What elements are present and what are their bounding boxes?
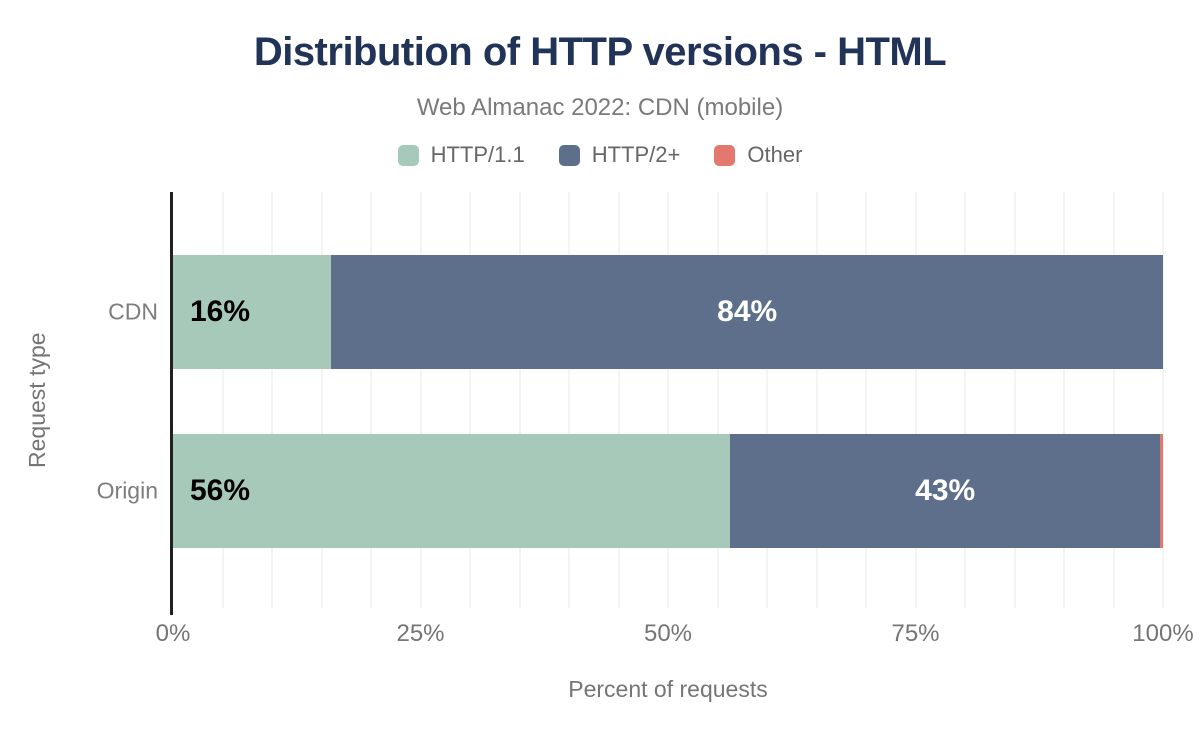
gridline-100 xyxy=(1162,192,1164,608)
gridline-55 xyxy=(716,192,719,608)
x-axis-zero-tick xyxy=(170,608,173,615)
bar-row-origin: Origin 56% 43% xyxy=(97,434,1163,548)
legend-swatch-http-2 xyxy=(558,144,580,166)
gridline-90 xyxy=(1063,192,1065,608)
chart-subtitle: Web Almanac 2022: CDN (mobile) xyxy=(416,94,784,121)
bar-segment-other-origin xyxy=(1160,434,1163,548)
gridline-65 xyxy=(815,192,818,608)
plot-area: CDN 16% 84% Origin 56% 43% 0% 25% 50% 75% 100% xyxy=(97,192,1194,647)
bar-row-cdn: CDN 16% 84% xyxy=(108,255,1163,369)
gridline-75 xyxy=(914,192,917,608)
gridline-60 xyxy=(766,192,768,608)
gridline-20 xyxy=(370,192,372,608)
y-axis-title: Request type xyxy=(24,332,50,468)
x-tick-label-50: 50% xyxy=(643,620,693,647)
bar-value-label-http-1-1-origin: 56% xyxy=(190,474,251,507)
gridline-35 xyxy=(518,192,521,608)
bar-segment-http-1-1-cdn: 16% xyxy=(173,255,332,369)
gridline-15 xyxy=(320,192,323,608)
y-axis-line xyxy=(170,192,173,608)
x-axis-title: Percent of requests xyxy=(568,676,768,702)
gridline-10 xyxy=(271,192,273,608)
x-tick-label-25: 25% xyxy=(396,620,445,647)
legend-item-http-2: HTTP/2+ xyxy=(558,142,681,168)
legend-swatch-http-1-1 xyxy=(397,144,419,166)
legend-item-http-1-1: HTTP/1.1 xyxy=(397,142,525,168)
legend-label-other: Other xyxy=(747,142,803,167)
legend-item-other: Other xyxy=(714,142,802,168)
category-label-cdn: CDN xyxy=(108,298,158,325)
category-label-origin: Origin xyxy=(96,477,158,504)
bar-value-label-http-2-origin: 43% xyxy=(915,474,976,507)
gridline-50 xyxy=(667,192,669,608)
x-tick-label-100: 100% xyxy=(1132,620,1194,647)
legend-swatch-other xyxy=(714,144,736,166)
gridline-30 xyxy=(469,192,471,608)
legend-label-http-2: HTTP/2+ xyxy=(591,142,681,167)
gridline-5 xyxy=(221,192,224,608)
legend: HTTP/1.1 HTTP/2+ Other xyxy=(0,142,1200,168)
gridline-85 xyxy=(1013,192,1016,608)
x-tick-label-75: 75% xyxy=(891,620,940,647)
bar-value-label-http-1-1-cdn: 16% xyxy=(190,295,251,328)
x-tick-label-0: 0% xyxy=(155,620,191,647)
gridline-45 xyxy=(617,192,620,608)
bar-value-label-http-2-cdn: 84% xyxy=(717,295,778,328)
chart-title: Distribution of HTTP versions - HTML xyxy=(253,30,947,74)
bar-segment-http-2-cdn: 84% xyxy=(331,255,1163,369)
gridline-40 xyxy=(568,192,570,608)
gridline-70 xyxy=(865,192,867,608)
legend-label-http-1-1: HTTP/1.1 xyxy=(430,142,525,167)
bar-segment-http-1-1-origin: 56% xyxy=(173,434,731,548)
gridline-80 xyxy=(964,192,966,608)
bar-segment-http-2-origin: 43% xyxy=(730,434,1161,548)
gridline-95 xyxy=(1112,192,1115,608)
gridline-25 xyxy=(419,192,422,608)
